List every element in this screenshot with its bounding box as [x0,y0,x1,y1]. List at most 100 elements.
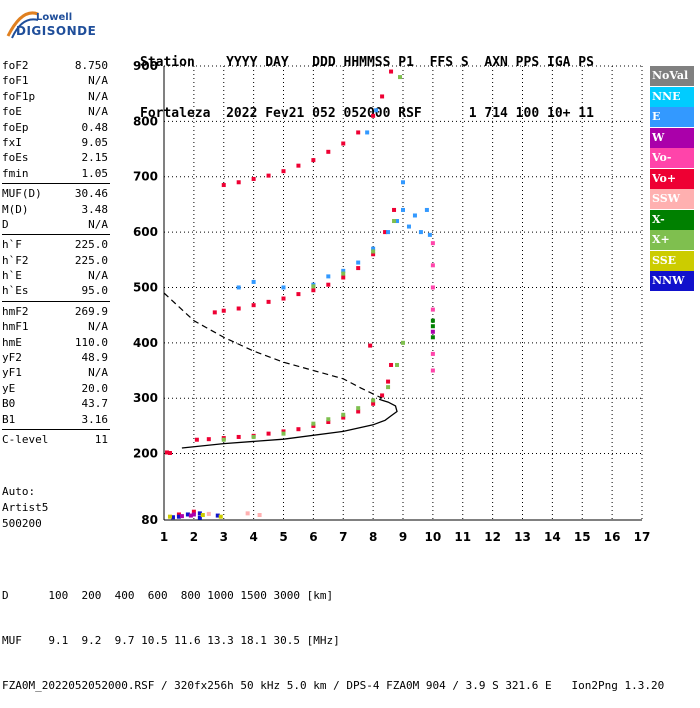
legend-entry: X- [650,209,694,230]
echo-point [185,512,190,517]
param-value: 0.48 [81,120,109,134]
echo-point [176,514,181,519]
x-tick-label: 8 [369,530,377,544]
param-key: hmE [2,335,22,349]
echo-point [257,513,262,518]
echo-point [326,417,331,422]
echo-point [386,379,391,384]
echo-point [341,412,346,417]
param-value: N/A [88,217,108,231]
density-profile-solid [181,398,398,449]
echo-point [430,335,435,340]
y-tick-label: 300 [133,391,158,405]
digisonde-logo: Lowell DIGISONDE [4,6,114,40]
param-row: C-level 11 [2,432,110,447]
echo-point [389,362,394,367]
echo-point [218,514,223,519]
echo-point [197,515,202,520]
x-tick-label: 17 [634,530,651,544]
param-separator [2,183,110,185]
param-row: B0 43.7 [2,396,110,411]
param-key: hmF1 [2,320,29,334]
param-value: 225.0 [74,238,108,252]
param-row: h`F2 225.0 [2,253,110,268]
autoscaling-info: Auto: Artist5 500200 [2,484,48,532]
echo-point [236,180,241,185]
echo-point [296,427,301,432]
echo-point [380,94,385,99]
echo-point [311,158,316,163]
echo-point [371,401,376,406]
param-value: 8.750 [74,59,108,72]
param-key: yF2 [2,351,22,365]
x-tick-label: 2 [190,530,198,544]
echo-point [167,514,172,519]
echo-point [383,230,388,235]
echo-point [176,512,181,517]
echo-point [326,282,331,287]
param-row: D N/A [2,217,110,232]
legend-entry: NNW [650,271,694,291]
param-value: N/A [88,269,108,283]
x-tick-label: 5 [279,530,287,544]
param-value: N/A [88,105,108,119]
param-key: foE [2,105,22,119]
x-tick-label: 15 [574,530,591,544]
echo-point [167,451,172,456]
echo-point [430,329,435,334]
echo-point [371,398,376,403]
echo-point [221,183,226,188]
echo-point [236,285,241,290]
echo-point [341,415,346,420]
echo-point [281,285,286,290]
param-row: foF1p N/A [2,89,110,104]
ionogram-plot: 1 2 3 4 5 6 7 8 9 10 11 12 13 14 15 16 17802003004005006… [133,59,651,544]
echo-point [191,512,196,517]
x-tick-label: 10 [425,530,442,544]
param-value: 43.7 [81,397,109,411]
legend-entry: Vo- [650,148,694,168]
echo-point [389,69,394,74]
echo-point [266,299,271,304]
param-row: fmin 1.05 [2,166,110,181]
echo-point [326,420,331,425]
param-key: foEs [2,151,29,165]
param-key: M(D) [2,202,29,216]
param-value: N/A [88,89,108,103]
param-key: MUF(D) [2,187,42,201]
y-tick-label: 900 [133,59,158,73]
x-tick-label: 11 [454,530,471,544]
x-tick-label: 1 [160,530,168,544]
echo-point [215,513,220,518]
echo-point [368,343,373,348]
echo-point [406,224,411,229]
y-tick-label: 700 [133,170,158,184]
echo-point [251,434,256,439]
header-labels: Station YYYY DAY DDD HHMMSS P1 FFS S AXN… [140,55,594,70]
echo-point [281,429,286,434]
y-tick-label: 800 [133,114,158,128]
param-row: foF1 N/A [2,73,110,88]
param-row: M(D) 3.48 [2,202,110,217]
echo-point [365,130,370,135]
y-tick-label: 500 [133,280,158,294]
param-value: 3.16 [81,412,109,426]
echo-point [395,219,400,224]
footer-distance-row: D 100 200 400 600 800 1000 1500 3000 [km… [2,589,334,602]
legend-entry: E [650,107,694,127]
param-value: 110.0 [74,335,108,349]
param-separator [2,300,110,302]
param-key: C-level [2,432,49,446]
info-artist: Artist5 [2,501,49,514]
legend-entry: SSW [650,189,694,209]
echo-point [424,207,429,212]
param-row: hmE 110.0 [2,335,110,350]
echo-point [371,113,376,118]
echo-point [281,169,286,174]
y-tick-label: 600 [133,225,158,239]
param-row: h`Es 95.0 [2,283,110,298]
echo-point [188,513,193,518]
echo-point [341,275,346,280]
echo-point [341,271,346,276]
scaled-parameters: foF2 8.750 foF1 N/A foF1p N/A foE N/A foEp 0.48 fx… [2,58,110,447]
